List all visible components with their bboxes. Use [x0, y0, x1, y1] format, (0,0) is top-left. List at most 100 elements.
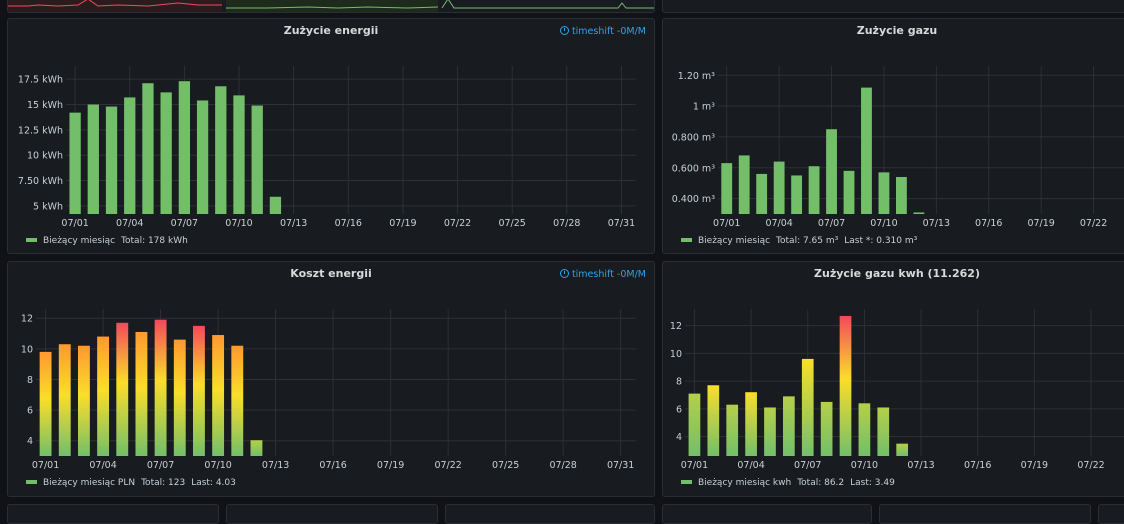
bar[interactable]: [105, 106, 118, 214]
bar[interactable]: [154, 319, 167, 456]
x-tick-label: 07/22: [444, 218, 471, 229]
x-tick-label: 07/22: [1080, 218, 1107, 229]
bar[interactable]: [116, 322, 129, 456]
bar[interactable]: [858, 403, 871, 456]
y-tick-label: 10: [21, 344, 33, 355]
bar[interactable]: [877, 407, 890, 456]
bar[interactable]: [212, 335, 225, 456]
bar[interactable]: [39, 351, 52, 456]
panel-cost[interactable]: Koszt energii timeshift -0M/M 4 6 8 10 12 07/…: [7, 261, 655, 497]
bar[interactable]: [135, 331, 148, 456]
gas-chart: 0.400 m³ 0.600 m³ 0.800 m³ 1 m³ 1.20 m³ 07/01…: [672, 66, 1124, 229]
top-sparklines: [8, 0, 654, 12]
legend[interactable]: Bieżący miesiąc Total: 178 kWh: [26, 236, 188, 246]
bar[interactable]: [913, 212, 925, 214]
bar[interactable]: [233, 95, 245, 214]
x-tick-label: 07/16: [319, 460, 346, 471]
legend-total: Total: 7.65 m³: [776, 236, 839, 246]
x-tick-label: 07/28: [549, 460, 576, 471]
top-panel-left: [7, 0, 655, 13]
bottom-panel-3: [445, 504, 655, 524]
panel-title[interactable]: Koszt energii: [290, 267, 372, 280]
bar[interactable]: [756, 173, 768, 214]
panel-gas-kwh[interactable]: Zużycie gazu kwh (11.262) 4 6 8 10 12 07/01 07…: [662, 261, 1124, 497]
bar[interactable]: [231, 345, 244, 456]
bar[interactable]: [173, 339, 186, 456]
bar[interactable]: [87, 104, 99, 214]
bar[interactable]: [801, 358, 814, 456]
bar[interactable]: [896, 443, 909, 456]
bar[interactable]: [721, 163, 733, 214]
legend[interactable]: Bieżący miesiąc kwh Total: 86.2 Last: 3.49: [681, 478, 895, 488]
bar[interactable]: [839, 315, 852, 456]
x-tick-label: 07/04: [89, 460, 116, 471]
bottom-panel-2: [226, 504, 438, 524]
x-tick-label: 07/13: [923, 218, 950, 229]
panel-gas[interactable]: Zużycie gazu 0.400 m³ 0.600 m³ 0.800 m³ 1 m…: [662, 18, 1124, 254]
bar[interactable]: [820, 401, 833, 456]
bar[interactable]: [142, 83, 154, 214]
x-tick-label: 07/19: [377, 460, 404, 471]
bar[interactable]: [215, 86, 227, 214]
bar[interactable]: [97, 336, 110, 456]
bar[interactable]: [124, 97, 136, 214]
bar[interactable]: [791, 175, 803, 214]
bar[interactable]: [178, 81, 191, 214]
legend-series[interactable]: Bieżący miesiąc PLN: [43, 478, 136, 488]
bar[interactable]: [269, 196, 282, 214]
y-tick-label: 1.20 m³: [678, 71, 715, 82]
bottom-panel-5: [879, 504, 1091, 524]
bar[interactable]: [861, 87, 872, 214]
bar[interactable]: [196, 100, 209, 214]
bar[interactable]: [69, 112, 81, 214]
legend-series[interactable]: Bieżący miesiąc kwh: [698, 478, 792, 488]
bar[interactable]: [745, 392, 757, 456]
bar[interactable]: [895, 177, 907, 214]
bar[interactable]: [726, 404, 739, 456]
bar[interactable]: [707, 385, 720, 456]
x-tick-label: 07/13: [907, 460, 934, 471]
panel-title[interactable]: Zużycie gazu kwh (11.262): [814, 267, 980, 280]
bar[interactable]: [250, 440, 263, 456]
x-tick-label: 07/31: [607, 460, 634, 471]
legend-series[interactable]: Bieżący miesiąc: [698, 236, 771, 246]
x-tick-label: 07/07: [171, 218, 198, 229]
bar[interactable]: [251, 105, 263, 214]
x-tick-label: 07/10: [851, 460, 878, 471]
bar[interactable]: [688, 393, 701, 456]
legend-last: Last: 4.03: [191, 478, 236, 488]
legend[interactable]: Bieżący miesiąc PLN Total: 123 Last: 4.03: [26, 478, 236, 488]
bar[interactable]: [878, 172, 890, 214]
panel-energy[interactable]: Zużycie energii timeshift -0M/M 5 kWh 7.5…: [7, 18, 655, 254]
y-tick-label: 0.800 m³: [672, 132, 715, 143]
legend-series[interactable]: Bieżący miesiąc: [43, 236, 116, 246]
x-tick-label: 07/22: [434, 460, 461, 471]
bar[interactable]: [773, 161, 785, 214]
bar[interactable]: [77, 345, 90, 456]
bar[interactable]: [826, 129, 837, 214]
bar[interactable]: [738, 155, 750, 214]
x-tick-label: 07/13: [262, 460, 289, 471]
bar[interactable]: [764, 407, 776, 456]
y-tick-label: 7.50 kWh: [18, 176, 63, 187]
legend-swatch: [681, 237, 692, 242]
legend-swatch: [681, 479, 692, 484]
x-tick-label: 07/10: [870, 218, 897, 229]
y-tick-label: 12.5 kWh: [18, 125, 63, 136]
x-tick-label: 07/07: [794, 460, 821, 471]
bar[interactable]: [160, 92, 172, 214]
bottom-panel-4: [662, 504, 872, 524]
x-tick-label: 07/07: [818, 218, 845, 229]
legend[interactable]: Bieżący miesiąc Total: 7.65 m³ Last *: 0.3…: [681, 236, 917, 246]
x-tick-label: 07/07: [147, 460, 174, 471]
bar[interactable]: [808, 166, 820, 214]
bar[interactable]: [843, 170, 855, 214]
bar[interactable]: [192, 325, 205, 456]
legend-last: Last *: 0.310 m³: [844, 236, 918, 246]
bar[interactable]: [58, 344, 71, 456]
bar[interactable]: [783, 396, 795, 456]
panel-title[interactable]: Zużycie gazu: [856, 24, 938, 37]
gas-kwh-chart: 4 6 8 10 12 07/01 07/04 07/07 07/10 07/13 07/16 07/…: [670, 309, 1124, 471]
clock-icon: [559, 26, 569, 35]
panel-title[interactable]: Zużycie energii: [283, 24, 379, 37]
